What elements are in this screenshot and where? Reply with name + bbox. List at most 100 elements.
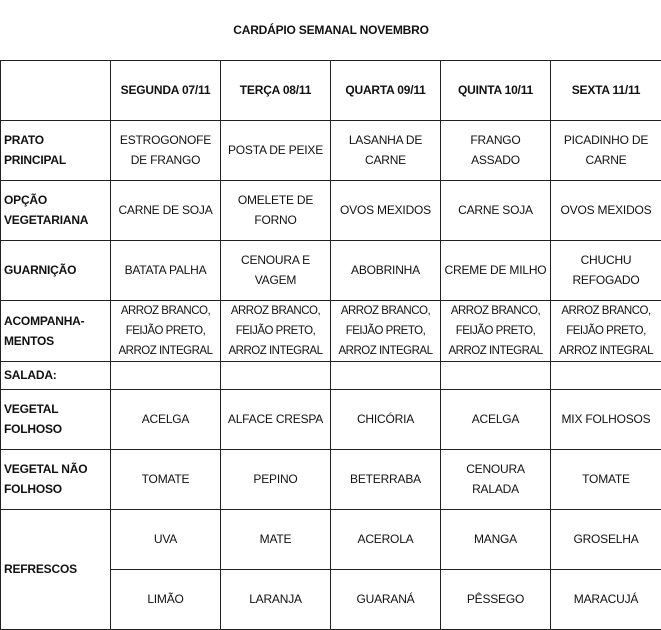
menu-cell-line: MIX FOLHOSOS (551, 409, 661, 429)
menu-cell-line: CREME DE MILHO (441, 260, 550, 280)
refresco-cell: UVA (111, 509, 221, 569)
row-label-line: PRINCIPAL (4, 150, 110, 170)
row-label: SALADA: (1, 361, 111, 389)
row-label-line: GUARNIÇÃO (4, 260, 110, 280)
menu-cell-line: ARROZ BRANCO, (551, 301, 661, 321)
menu-cell-line: ABOBRINHA (331, 260, 440, 280)
menu-cell-line: FEIJÃO PRETO, (551, 321, 661, 341)
menu-cell-line: PICADINHO DE (551, 130, 661, 150)
menu-cell-line: ARROZ BRANCO, (331, 301, 440, 321)
menu-cell-line: ALFACE CRESPA (221, 409, 330, 429)
menu-cell: CHICÓRIA (331, 389, 441, 449)
menu-cell-line: ESTROGONOFE (111, 130, 220, 150)
row-label-line: OPÇÃO (4, 190, 110, 210)
row-label-line: ACOMPANHA- (4, 311, 110, 331)
menu-cell: CARNE SOJA (441, 180, 551, 240)
menu-cell-line: CARNE (331, 150, 440, 170)
menu-cell-line: ARROZ INTEGRAL (441, 341, 550, 361)
menu-cell-line: FEIJÃO PRETO, (331, 321, 440, 341)
menu-cell-line: ARROZ INTEGRAL (111, 341, 220, 361)
menu-cell (221, 361, 331, 389)
menu-cell-line: CARNE DE SOJA (111, 200, 220, 220)
row-label-line: PRATO (4, 130, 110, 150)
menu-cell-line: OVOS MEXIDOS (551, 200, 661, 220)
menu-cell-line: REFOGADO (551, 270, 661, 290)
menu-cell-line: CHICÓRIA (331, 409, 440, 429)
row-label-line: VEGETAL NÃO (4, 459, 110, 479)
menu-cell (551, 361, 661, 389)
menu-cell: OVOS MEXIDOS (331, 180, 441, 240)
menu-cell: ARROZ BRANCO,FEIJÃO PRETO,ARROZ INTEGRAL (551, 300, 661, 361)
day-header: SEGUNDA 07/11 (111, 60, 221, 120)
menu-cell: TOMATE (551, 449, 661, 509)
menu-cell-line: RALADA (441, 479, 550, 499)
menu-cell: ARROZ BRANCO,FEIJÃO PRETO,ARROZ INTEGRAL (221, 300, 331, 361)
menu-cell: BETERRABA (331, 449, 441, 509)
refresco-cell: LARANJA (221, 569, 331, 629)
menu-cell-line: ARROZ BRANCO, (441, 301, 550, 321)
menu-cell-line: ACELGA (441, 409, 550, 429)
menu-cell-line: BETERRABA (331, 469, 440, 489)
menu-cell-line: FRANGO (441, 130, 550, 150)
menu-cell: CREME DE MILHO (441, 240, 551, 300)
menu-cell-line: CENOURA (441, 459, 550, 479)
menu-cell (331, 361, 441, 389)
menu-cell-line: ASSADO (441, 150, 550, 170)
menu-cell-line: CHUCHU (551, 250, 661, 270)
menu-cell-line: DE FRANGO (111, 150, 220, 170)
menu-cell-line: POSTA DE PEIXE (221, 140, 330, 160)
day-header: QUINTA 10/11 (441, 60, 551, 120)
menu-cell: ABOBRINHA (331, 240, 441, 300)
row-label-line: FOLHOSO (4, 419, 110, 439)
menu-cell-line: FEIJÃO PRETO, (441, 321, 550, 341)
menu-cell: ARROZ BRANCO,FEIJÃO PRETO,ARROZ INTEGRAL (111, 300, 221, 361)
menu-cell-line: ACELGA (111, 409, 220, 429)
menu-cell-line: FEIJÃO PRETO, (111, 321, 220, 341)
menu-cell: ARROZ BRANCO,FEIJÃO PRETO,ARROZ INTEGRAL (441, 300, 551, 361)
menu-cell-line: BATATA PALHA (111, 260, 220, 280)
menu-cell-line: TOMATE (551, 469, 661, 489)
menu-cell: ARROZ BRANCO,FEIJÃO PRETO,ARROZ INTEGRAL (331, 300, 441, 361)
row-label-line: MENTOS (4, 331, 110, 351)
refresco-cell: MARACUJÁ (551, 569, 661, 629)
row-label-line: VEGETARIANA (4, 210, 110, 230)
menu-cell: ACELGA (111, 389, 221, 449)
day-header: SEXTA 11/11 (551, 60, 661, 120)
menu-cell: OVOS MEXIDOS (551, 180, 661, 240)
day-header: TERÇA 08/11 (221, 60, 331, 120)
menu-cell-line: FORNO (221, 210, 330, 230)
menu-cell: POSTA DE PEIXE (221, 120, 331, 180)
menu-cell-line: TOMATE (111, 469, 220, 489)
menu-cell-line: ARROZ INTEGRAL (551, 341, 661, 361)
menu-cell: PEPINO (221, 449, 331, 509)
menu-cell-line: ARROZ BRANCO, (111, 301, 220, 321)
refresco-cell: GUARANÁ (331, 569, 441, 629)
menu-cell: MIX FOLHOSOS (551, 389, 661, 449)
row-label-line: VEGETAL (4, 399, 110, 419)
row-label: GUARNIÇÃO (1, 240, 111, 300)
corner-cell (1, 60, 111, 120)
menu-cell-line: FEIJÃO PRETO, (221, 321, 330, 341)
menu-cell-line: LASANHA DE (331, 130, 440, 150)
menu-cell-line: CARNE (551, 150, 661, 170)
menu-cell: TOMATE (111, 449, 221, 509)
menu-cell-line: ARROZ INTEGRAL (221, 341, 330, 361)
menu-cell (441, 361, 551, 389)
